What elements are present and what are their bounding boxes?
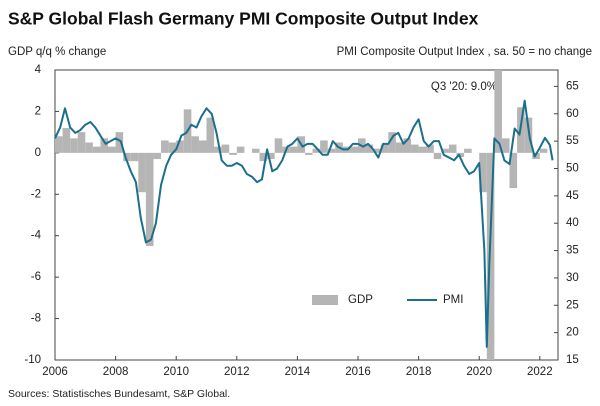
gdp-bar [418,146,427,153]
gdp-bar [77,132,86,153]
gdp-bar [115,132,124,153]
gdp-bar [62,128,71,153]
y2-axis-label: PMI Composite Output Index , sa. 50 = no… [337,46,592,58]
gdp-bar [426,144,434,153]
gdp-bar [456,152,465,157]
gdp-bar [380,144,389,153]
x-tick-label: 2012 [224,366,250,378]
y-tick-label: -4 [31,230,42,242]
gdp-bar [267,152,275,160]
y-tick-label: -6 [31,271,41,283]
gdp-bar [92,146,101,153]
gdp-bar [108,146,116,153]
gdp-bar [448,144,457,153]
source-note: Sources: Statistisches Bundesamt, S&P Gl… [8,388,230,400]
y-tick-label: -2 [31,188,41,200]
y2-tick-label: 15 [566,354,579,366]
legend-swatch [312,295,338,305]
gdp-bar [259,152,268,162]
gdp-bar [350,146,359,153]
gdp-bar [176,140,184,153]
gdp-bar [403,138,412,153]
y-tick-label: 0 [35,147,41,159]
y2-tick-label: 25 [566,299,579,311]
gdp-bar [153,152,162,160]
gdp-bar [130,152,139,162]
gdp-bar [229,152,237,155]
gdp-bar [479,152,487,193]
gdp-bar [274,138,283,153]
gdp-bar [145,152,154,247]
gdp-bar [55,136,63,153]
gdp-bar [464,148,472,153]
gdp-bar [70,138,78,153]
y2-tick-label: 20 [566,327,579,339]
gdp-bar [388,132,396,153]
gdp-bar [433,152,442,160]
gdp-bar [509,152,518,189]
x-tick-label: 2008 [103,366,129,378]
gdp-bar [365,144,374,153]
x-tick-label: 2016 [345,366,371,378]
y2-tick-label: 65 [566,80,579,92]
gdp-bar [138,152,146,193]
gdp-bar [168,142,177,153]
x-tick-label: 2018 [406,366,432,378]
plot-frame [54,69,559,361]
y2-tick-label: 50 [566,163,579,175]
x-tick-label: 2020 [466,366,492,378]
y2-tick-label: 45 [566,190,579,202]
gdp-bar [411,144,419,153]
gdp-bar [236,146,245,153]
gdp-bar [494,70,502,153]
gdp-bar [198,140,207,153]
gdp-bar [85,142,93,153]
gdp-bar [304,152,313,155]
gdp-bar [251,148,260,153]
gdp-bar [441,148,449,153]
x-tick-label: 2014 [285,366,311,378]
x-tick-label: 2010 [163,366,189,378]
y-tick-label: -8 [31,313,41,325]
gdp-bar [100,138,109,153]
gdp-bar [123,152,131,162]
gdp-bar [312,148,321,153]
y2-tick-label: 35 [566,245,579,257]
y2-tick-label: 30 [566,272,579,284]
annotation: Q3 '20: 9.0% [431,81,497,93]
gdp-bar [191,136,199,153]
gdp-bar [539,148,548,153]
gdp-bar [327,148,336,153]
chart-title: S&P Global Flash Germany PMI Composite O… [8,9,479,29]
y-tick-label: 4 [35,64,42,76]
gdp-bar [373,148,381,153]
gdp-bar [289,146,298,153]
y-tick-label: 2 [35,105,41,117]
y2-tick-label: 60 [566,108,579,120]
legend-label: PMI [443,294,463,306]
gdp-bar [501,138,510,153]
gdp-bar [221,144,230,153]
y2-tick-label: 55 [566,135,579,147]
legend-label: GDP [348,294,373,306]
gdp-bar [395,142,404,153]
gdp-bar [206,117,215,153]
pmi-line [54,99,554,348]
y-axis-label: GDP q/q % change [8,46,106,58]
gdp-bar [320,140,328,153]
x-tick-label: 2006 [42,366,68,378]
gdp-bar [214,146,222,153]
y2-tick-label: 40 [566,217,579,229]
y-tick-label: -10 [24,354,41,366]
gdp-bar [161,140,169,153]
x-tick-label: 2022 [527,366,553,378]
